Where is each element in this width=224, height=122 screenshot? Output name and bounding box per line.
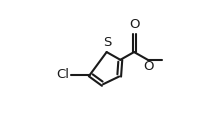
Text: Cl: Cl — [56, 68, 69, 81]
Text: S: S — [103, 36, 111, 49]
Text: O: O — [129, 18, 139, 31]
Text: O: O — [143, 60, 153, 73]
